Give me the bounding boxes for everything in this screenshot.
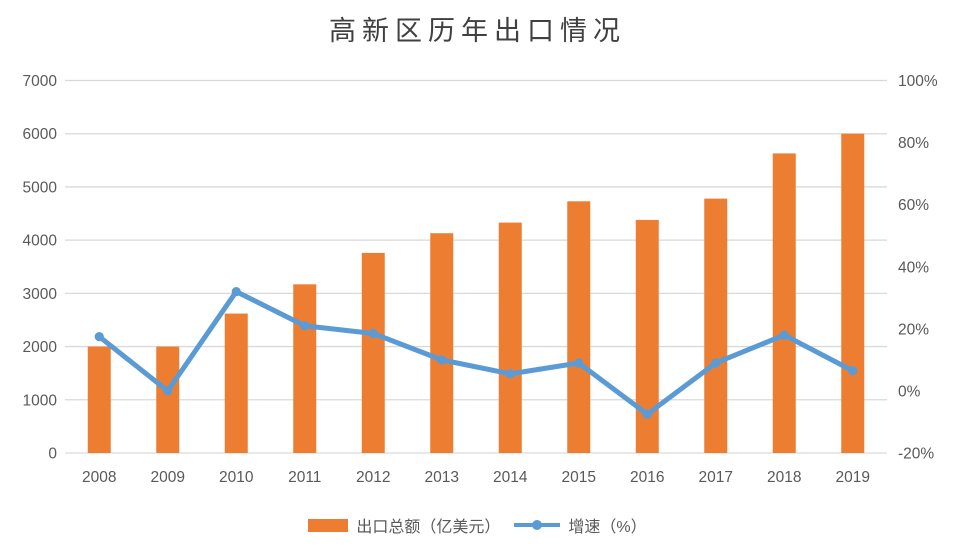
bar-2013 — [430, 233, 454, 453]
bar-2009 — [156, 346, 180, 453]
line-marker-2010 — [231, 286, 241, 297]
x-axis-tick-label: 2013 — [425, 469, 459, 486]
line-marker-2014 — [505, 369, 515, 379]
bar-2014 — [498, 222, 522, 453]
right-axis-tick-label: 40% — [898, 259, 929, 276]
line-marker-2013 — [437, 355, 447, 365]
bar-2011 — [293, 284, 317, 453]
bar-2018 — [772, 153, 796, 453]
legend-item-growth: 增速（%） — [514, 513, 647, 537]
x-axis-tick-label: 2015 — [562, 469, 596, 486]
left-axis-tick-label: 3000 — [23, 286, 58, 303]
line-marker-2008 — [94, 331, 104, 342]
left-axis-tick-label: 1000 — [23, 392, 58, 409]
legend-line-marker — [532, 520, 543, 530]
right-axis-tick-label: 0% — [898, 383, 921, 400]
line-marker-2012 — [368, 328, 378, 339]
bar-2016 — [635, 219, 659, 453]
line-marker-2017 — [711, 358, 721, 368]
growth-line — [96, 289, 856, 417]
x-axis-tick-label: 2009 — [151, 469, 185, 486]
right-axis-tick-label: 80% — [898, 135, 929, 152]
legend-item-exports: 出口总额（亿美元） — [308, 513, 500, 537]
left-axis-tick-label: 4000 — [23, 233, 58, 250]
x-axis-tick-label: 2014 — [493, 469, 528, 486]
right-axis-tick-label: 20% — [898, 321, 929, 338]
x-axis-tick-label: 2016 — [630, 469, 664, 486]
bar-2019 — [841, 133, 865, 453]
line-marker-2016 — [642, 409, 652, 419]
x-axis-tick-label: 2018 — [767, 469, 801, 486]
bar-2012 — [361, 252, 385, 453]
line-marker-2018 — [779, 330, 789, 340]
legend: 出口总额（亿美元） 增速（%） — [0, 513, 955, 537]
right-axis-tick-label: -20% — [898, 446, 934, 463]
bar-2010 — [224, 313, 248, 453]
legend-bar-label: 出口总额（亿美元） — [356, 519, 501, 536]
x-axis-tick-label: 2012 — [356, 469, 390, 486]
line-marker-2019 — [848, 366, 858, 376]
bar-2015 — [567, 201, 591, 453]
legend-line-swatch-icon — [514, 520, 561, 531]
bar-2017 — [704, 198, 728, 453]
right-axis-tick-label: 60% — [898, 197, 929, 214]
x-axis-tick-label: 2011 — [288, 469, 321, 486]
legend-bar-swatch-icon — [308, 518, 349, 532]
line-marker-2011 — [300, 321, 310, 331]
legend-line-label: 增速（%） — [568, 519, 647, 536]
x-axis-tick-label: 2019 — [836, 469, 870, 486]
left-axis-tick-label: 0 — [48, 446, 57, 463]
x-axis-tick-label: 2017 — [699, 469, 733, 486]
right-axis-tick-label: 100% — [898, 73, 938, 90]
x-axis-tick-label: 2008 — [82, 469, 116, 486]
line-marker-2009 — [163, 386, 173, 396]
chart-title: 高新区历年出口情况 — [329, 16, 626, 46]
left-axis-tick-label: 6000 — [23, 126, 58, 143]
left-axis-tick-label: 7000 — [23, 73, 58, 90]
x-axis-tick-label: 2010 — [219, 469, 254, 486]
left-axis-tick-label: 2000 — [23, 339, 58, 356]
bar-2008 — [87, 346, 111, 453]
line-marker-2015 — [574, 358, 584, 368]
left-axis-tick-label: 5000 — [23, 179, 58, 196]
